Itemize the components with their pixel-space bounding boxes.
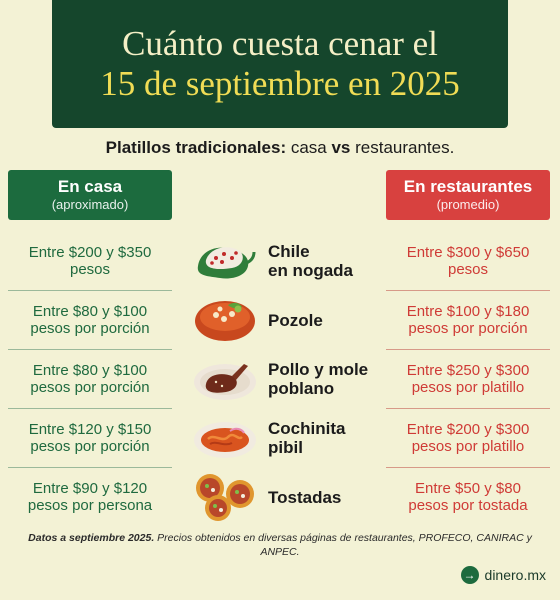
divider [8,290,172,291]
price-rest-unit: pesos por platillo [411,379,525,396]
divider [8,349,172,350]
price-rest-range: Entre $300 y $650 [406,244,530,261]
header-restaurantes: En restaurantes (promedio) [386,170,550,220]
divider [8,467,172,468]
price-rest-unit: pesos [447,261,489,278]
divider [386,467,550,468]
price-rest-unit: pesos por platillo [411,438,525,455]
subtitle-bold: Platillos tradicionales: [105,138,287,157]
dish-name: Chile en nogada [268,242,354,280]
title-line-1: Cuánto cuesta cenar el [122,24,438,63]
price-casa-range: Entre $80 y $100 [32,303,148,320]
price-casa: Entre $120 y $150 pesos por porción [8,409,172,467]
price-rest-range: Entre $50 y $80 [415,480,521,497]
table-row: Entre $120 y $150 pesos por porción Coch… [0,409,560,467]
header-en-casa-sub: (aproximado) [51,197,129,212]
header-restaurantes-sub: (promedio) [436,197,500,212]
table-row: Entre $80 y $100 pesos por porción Pozol… [0,291,560,349]
price-restaurante: Entre $250 y $300 pesos por platillo [386,350,550,408]
divider [386,408,550,409]
price-restaurante: Entre $300 y $650 pesos [386,232,550,290]
mole-poblano-icon [194,364,256,400]
header-en-casa: En casa (aproximado) [8,170,172,220]
price-casa-range: Entre $200 y $350 [28,244,152,261]
subtitle-text-2: restaurantes. [350,138,455,157]
footnote-text: Precios obtenidos en diversas páginas de… [154,532,532,558]
price-rest-range: Entre $100 y $180 [406,303,530,320]
price-casa-unit: pesos por porción [30,379,150,396]
subtitle-vs: vs [331,138,351,157]
price-casa-range: Entre $90 y $120 [32,480,148,497]
price-rest-range: Entre $200 y $300 [406,421,530,438]
price-casa-range: Entre $80 y $100 [32,362,148,379]
price-casa-unit: pesos por porción [30,438,150,455]
price-restaurante: Entre $200 y $300 pesos por platillo [386,409,550,467]
brand-logo[interactable]: → dinero.mx [460,563,546,587]
divider [386,290,550,291]
title-banner: Cuánto cuesta cenar el 15 de septiembre … [52,0,508,128]
footnote-bold: Datos a septiembre 2025. [28,532,155,544]
tostadas-icon [196,474,254,521]
price-rest-unit: pesos por tostada [408,497,528,514]
pozole-icon [195,301,255,341]
arrow-right-icon: → [460,566,479,584]
header-en-casa-label: En casa [57,177,123,196]
price-casa: Entre $90 y $120 pesos por persona [8,468,172,526]
price-casa-unit: pesos por porción [30,320,150,337]
price-casa-unit: pesos [69,261,111,278]
table-row: Entre $90 y $120 pesos por persona Tosta… [0,468,560,526]
subtitle: Platillos tradicionales: casa vs restaur… [0,138,560,158]
dish-name: Cochinita pibil [268,419,346,457]
header-restaurantes-label: En restaurantes [403,177,533,196]
price-casa-range: Entre $120 y $150 [28,421,152,438]
price-casa: Entre $80 y $100 pesos por porción [8,350,172,408]
price-rest-range: Entre $250 y $300 [406,362,530,379]
price-restaurante: Entre $100 y $180 pesos por porción [386,291,550,349]
dish-name: Pozole [268,310,323,330]
price-casa: Entre $200 y $350 pesos [8,232,172,290]
dish-name: Pollo y mole poblano [268,360,369,398]
chile-en-nogada-icon [197,247,256,279]
divider [386,349,550,350]
table-row: Entre $80 y $100 pesos por porción Pollo… [0,350,560,408]
price-casa-unit: pesos por persona [27,497,153,514]
price-restaurante: Entre $50 y $80 pesos por tostada [386,468,550,526]
price-rest-unit: pesos por porción [408,320,528,337]
dish-name: Tostadas [268,487,342,507]
price-casa: Entre $80 y $100 pesos por porción [8,291,172,349]
subtitle-text-1: casa [286,138,332,157]
table-row: Entre $200 y $350 pesos Chile en nogada … [0,232,560,290]
footnote: Datos a septiembre 2025. Precios obtenid… [14,531,546,559]
brand-name: dinero.mx [484,567,546,583]
title-line-2: 15 de septiembre en 2025 [100,64,460,103]
cochinita-pibil-icon [194,422,256,458]
divider [8,408,172,409]
